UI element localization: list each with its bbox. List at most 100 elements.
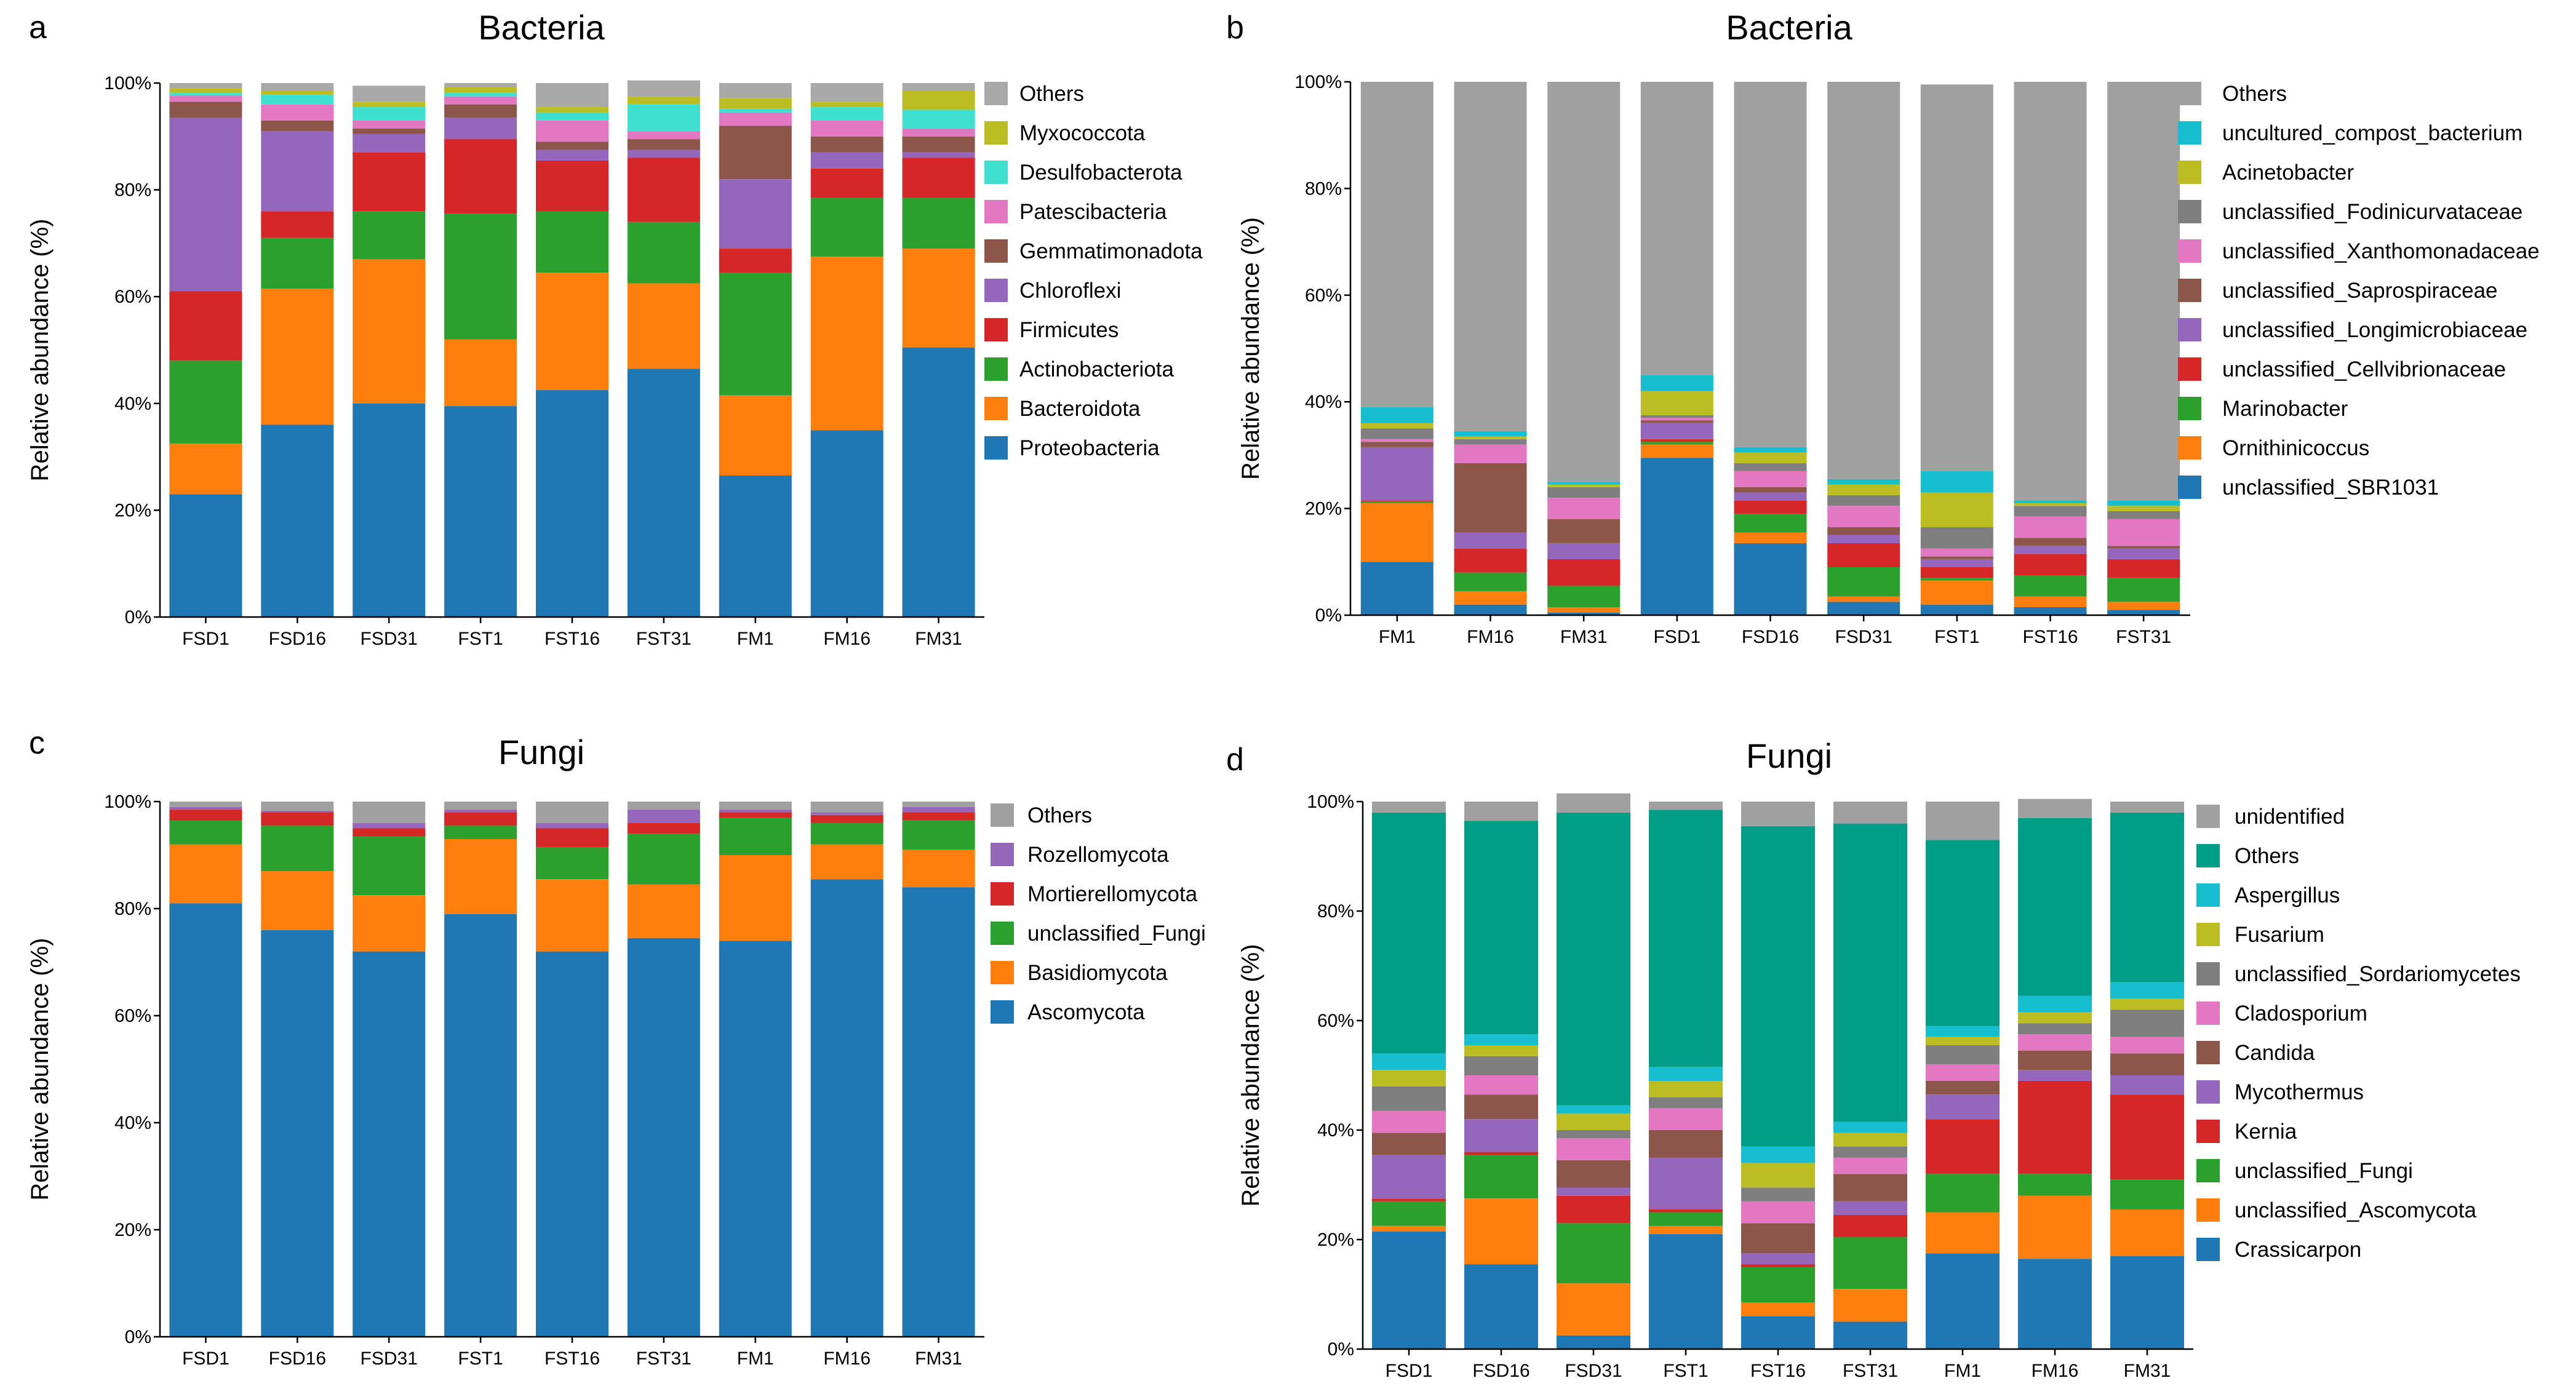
bar-segment bbox=[810, 83, 883, 102]
bar-segment bbox=[1833, 1146, 1907, 1158]
x-tick-label: FST16 bbox=[1750, 1361, 1806, 1381]
bar-segment bbox=[169, 810, 242, 821]
bar-segment bbox=[1734, 82, 1807, 447]
legend-label: unclassified_SBR1031 bbox=[2222, 476, 2439, 500]
bar-segment bbox=[2110, 1037, 2184, 1054]
x-tick-label: FM1 bbox=[1944, 1361, 1981, 1381]
bar-segment bbox=[902, 812, 975, 821]
legend-label: Acinetobacter bbox=[2222, 161, 2354, 185]
bar-segment bbox=[444, 914, 517, 1337]
bar-segment bbox=[1920, 578, 1993, 581]
bar-segment bbox=[2107, 548, 2180, 559]
bar-segment bbox=[2018, 1195, 2092, 1259]
legend-label: Rozellomycota bbox=[1027, 843, 1169, 867]
legend-label: uncultured_compost_bacterium bbox=[2222, 121, 2522, 145]
legend-label: unclassified_Longimicrobiaceae bbox=[2222, 318, 2527, 342]
legend-label: unidentified bbox=[2235, 805, 2345, 829]
legend-swatch bbox=[2196, 1198, 2220, 1222]
legend-item: Ornithinicoccus bbox=[2178, 436, 2369, 460]
bar-segment bbox=[261, 95, 334, 105]
bar-segment bbox=[810, 822, 883, 845]
bar-segment bbox=[1827, 495, 1900, 506]
bar-segment bbox=[1649, 1130, 1723, 1158]
bar-segment bbox=[169, 83, 242, 89]
bar-segment bbox=[1360, 447, 1434, 501]
bar-segment bbox=[2014, 596, 2087, 607]
bar-segment bbox=[1926, 1045, 2000, 1065]
legend-item: Crassicarpon bbox=[2196, 1238, 2361, 1262]
legend-label: unclassified_Xanthomonadaceae bbox=[2222, 239, 2540, 263]
legend-label: Others bbox=[2222, 82, 2287, 106]
bar-segment bbox=[2110, 1075, 2184, 1095]
y-tick-label: 40% bbox=[114, 1113, 151, 1133]
bar-segment bbox=[353, 403, 426, 617]
y-tick-label: 100% bbox=[1294, 72, 1342, 92]
bar-segment bbox=[1649, 1212, 1723, 1226]
bar-segment bbox=[1920, 604, 1993, 615]
bar-segment bbox=[2110, 1179, 2184, 1210]
bar-segment bbox=[1454, 532, 1527, 549]
bar-segment bbox=[1833, 802, 1907, 824]
legend-label: Basidiomycota bbox=[1027, 961, 1168, 985]
bar-segment bbox=[1557, 1138, 1630, 1160]
bar-segment bbox=[444, 104, 517, 118]
legend: unidentified Others Aspergillus Fusarium unc… bbox=[2196, 805, 2521, 1262]
bar-segment bbox=[444, 83, 517, 87]
bar-segment bbox=[1640, 418, 1713, 421]
legend-swatch bbox=[2178, 476, 2201, 499]
bar-segment bbox=[444, 838, 517, 914]
bar-segment bbox=[2107, 610, 2180, 615]
y-tick-label: 40% bbox=[114, 394, 151, 414]
bar-segment bbox=[719, 855, 792, 941]
bar-segment bbox=[1464, 1034, 1538, 1046]
bar-segment bbox=[719, 125, 792, 180]
y-tick-label: 60% bbox=[1317, 1011, 1354, 1031]
bar-segment bbox=[1557, 1130, 1630, 1139]
bar-segment bbox=[2014, 503, 2087, 506]
legend-label: unclassified_Fungi bbox=[2235, 1159, 2413, 1183]
x-tick-label: FST31 bbox=[1843, 1361, 1898, 1381]
legend: Others uncultured_compost_bacterium Acinet… bbox=[2178, 82, 2540, 500]
bar-segment bbox=[169, 807, 242, 810]
legend-swatch bbox=[2196, 1120, 2220, 1143]
x-tick-label: FST1 bbox=[1663, 1361, 1708, 1381]
bar-segment bbox=[1454, 591, 1527, 605]
bar-segment bbox=[1649, 810, 1723, 1067]
bar-segment bbox=[1557, 1195, 1630, 1224]
panel-b: b Bacteria Relative abundance (%) FM1 FM16 FM… bbox=[1226, 8, 2540, 647]
bar-segment bbox=[169, 117, 242, 292]
legend-item: unclassified_Fungi bbox=[2196, 1159, 2413, 1183]
bar-segment bbox=[353, 828, 426, 837]
legend-item: Myxococcota bbox=[984, 121, 1146, 145]
bar-segment bbox=[719, 810, 792, 813]
legend-label: unclassified_Fungi bbox=[1027, 922, 1206, 946]
bar-segment bbox=[2018, 1051, 2092, 1070]
bar-segment bbox=[902, 249, 975, 348]
legend-label: Patescibacteria bbox=[1019, 200, 1167, 224]
legend-label: Candida bbox=[2235, 1041, 2315, 1065]
bar-segment bbox=[627, 139, 700, 150]
bar-segment bbox=[902, 136, 975, 153]
bar-segment bbox=[810, 120, 883, 137]
y-axis-label: Relative abundance (%) bbox=[1237, 217, 1264, 480]
bar-segment bbox=[1372, 812, 1446, 1054]
bar-segment bbox=[1360, 501, 1434, 503]
bar-segment bbox=[1547, 519, 1621, 543]
bar-segment bbox=[1734, 447, 1807, 453]
bar-segment bbox=[627, 822, 700, 834]
bar-segment bbox=[1833, 1321, 1907, 1349]
y-tick-label: 60% bbox=[114, 1006, 151, 1026]
bar-segment bbox=[2014, 506, 2087, 517]
legend-label: Others bbox=[1027, 803, 1092, 827]
bar-segment bbox=[2110, 982, 2184, 999]
legend-swatch bbox=[2196, 883, 2220, 907]
bar-segment bbox=[1833, 1174, 1907, 1201]
bar-segment bbox=[2107, 511, 2180, 519]
legend-swatch bbox=[2178, 82, 2201, 105]
legend-swatch bbox=[2196, 805, 2220, 828]
panel-d: d Fungi Relative abundance (%) FSD1 FSD16 FSD… bbox=[1226, 736, 2521, 1381]
legend-swatch bbox=[984, 318, 1008, 341]
bar-segment bbox=[1640, 458, 1713, 615]
bar-segment bbox=[353, 836, 426, 896]
